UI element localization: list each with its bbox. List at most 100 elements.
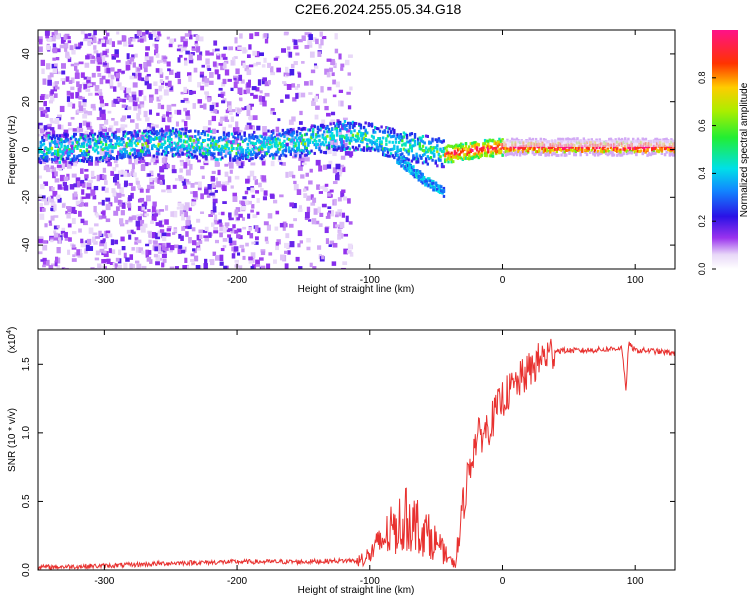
spectrogram-noise-cell (160, 104, 165, 110)
spectrogram-ridge-cell (667, 148, 670, 152)
spectrogram-ridge-cell (135, 139, 138, 143)
spectrogram-ridge-cell (510, 151, 514, 155)
spectrogram-ridge-cell (195, 155, 199, 159)
spectrogram-ridge-cell (213, 141, 216, 145)
spectrogram-ridge-cell (264, 136, 267, 140)
spectrogram-branch-cell (426, 184, 430, 188)
spectrogram-noise-cell (55, 86, 60, 90)
spectrogram-noise-cell (185, 50, 190, 55)
spectrogram-halo-cell (571, 139, 574, 147)
spectrogram-noise-cell (197, 99, 203, 104)
spectrogram-ridge-cell (227, 151, 230, 155)
spectrogram-ridge-cell (356, 136, 359, 140)
spectrogram-ridge-cell (366, 142, 369, 146)
spectrogram-ridge-cell (268, 138, 272, 142)
snr-y-tick-label: 1.0 (21, 425, 32, 439)
spectrogram-ridge-cell (461, 143, 465, 147)
spectrogram-noise-cell (158, 68, 163, 75)
spectrogram-ridge-cell (241, 140, 245, 144)
spectrogram-ridge-cell (332, 121, 336, 125)
spectrogram-noise-cell (179, 210, 184, 217)
spectrogram-noise-cell (74, 72, 80, 79)
spectrogram-ridge-cell (303, 133, 307, 137)
spectrogram-noise-cell (152, 210, 156, 214)
spectrogram-ridge-cell (401, 143, 404, 147)
spectrogram-noise-cell (288, 51, 293, 58)
spectrogram-ridge-cell (133, 148, 136, 152)
spectrogram-ridge-cell (555, 150, 558, 154)
spectrogram-ridge-cell (294, 154, 297, 158)
spectrogram-branch-cell (433, 188, 436, 192)
spectrogram-noise-cell (52, 82, 57, 89)
spectrogram-noise-cell (222, 126, 226, 132)
spectrogram-noise-cell (154, 124, 159, 128)
spectrogram-ridge-cell (291, 133, 294, 137)
spectrogram-noise-cell (165, 125, 170, 132)
spectrogram-ridge-cell (160, 145, 164, 149)
spectrogram-ridge-cell (405, 133, 409, 137)
spectrogram-noise-cell (308, 43, 313, 48)
spectrogram-ridge-cell (170, 129, 173, 133)
spectrogram-ridge-cell (644, 150, 648, 154)
spectrogram-ridge-cell (155, 130, 159, 134)
spectrogram-ridge-cell (394, 137, 398, 141)
spectrogram-noise-cell (325, 238, 330, 245)
spectrogram-ridge-cell (245, 154, 248, 158)
spectrogram-noise-cell (250, 252, 256, 259)
spectrogram-noise-cell (212, 48, 217, 53)
spectrogram-ridge-cell (345, 147, 348, 151)
spectrogram-ridge-cell (294, 144, 297, 148)
spectrogram-noise-cell (183, 107, 188, 112)
spectrogram-noise-cell (335, 163, 341, 170)
spectrogram-noise-cell (124, 93, 129, 98)
spectrogram-ridge-cell (173, 141, 176, 145)
spectrogram-noise-cell (146, 256, 152, 262)
spectrogram-ridge-cell (565, 137, 568, 141)
spectrogram-branch-cell (410, 166, 414, 170)
spectrogram-noise-cell (82, 182, 86, 188)
spectrogram-noise-cell (199, 234, 203, 240)
spectrogram-noise-cell (206, 65, 211, 70)
spectrogram-branch-cell (414, 169, 418, 173)
spectrogram-ridge-cell (219, 147, 222, 151)
spectrogram-noise-cell (229, 242, 233, 246)
spectrogram-ridge-cell (299, 135, 302, 139)
spectrogram-noise-cell (40, 259, 44, 262)
spectrogram-noise-cell (51, 268, 57, 269)
spectrogram-ridge-cell (272, 156, 275, 160)
spectrogram-ridge-cell (200, 153, 203, 157)
spectrogram-ridge-cell (643, 146, 646, 150)
spectrogram-ridge-cell (63, 133, 66, 137)
spectrogram-noise-cell (239, 129, 243, 133)
spectrogram-noise-cell (286, 46, 291, 51)
spectrogram-ridge-cell (252, 135, 256, 139)
spectrogram-noise-cell (107, 161, 112, 167)
spectrogram-noise-cell (261, 161, 266, 166)
spectrogram-noise-cell (93, 241, 98, 245)
spectrogram-noise-cell (315, 105, 320, 110)
spectrogram-ridge-cell (354, 148, 358, 152)
spectrogram-noise-cell (75, 177, 81, 184)
spectrogram-noise-cell (46, 167, 51, 173)
spectrogram-noise-cell (46, 124, 52, 130)
spectrogram-noise-cell (211, 102, 216, 105)
spectrogram-branch-cell (413, 175, 416, 179)
spectrogram-ridge-cell (407, 151, 410, 155)
spectrogram-ridge-cell (472, 141, 476, 145)
spectrogram-noise-cell (301, 162, 307, 166)
spectrogram-halo-cell (616, 139, 620, 147)
spectrogram-noise-cell (201, 79, 206, 84)
snr-x-tick-label: -100 (360, 576, 380, 587)
spectrogram-noise-cell (260, 149, 265, 154)
spectrogram-noise-cell (38, 251, 43, 255)
spectrogram-ridge-cell (144, 134, 148, 138)
spectrogram-ridge-cell (460, 142, 463, 146)
spectrogram-noise-cell (80, 240, 86, 248)
spectrogram-ridge-cell (256, 153, 259, 157)
spectrogram-ridge-cell (265, 152, 269, 156)
spectrogram-noise-cell (181, 214, 185, 221)
spectrogram-ridge-cell (627, 137, 630, 141)
spectrogram-noise-cell (42, 258, 47, 265)
spectrogram-noise-cell (154, 43, 159, 49)
spectrogram-ridge-cell (550, 153, 554, 157)
